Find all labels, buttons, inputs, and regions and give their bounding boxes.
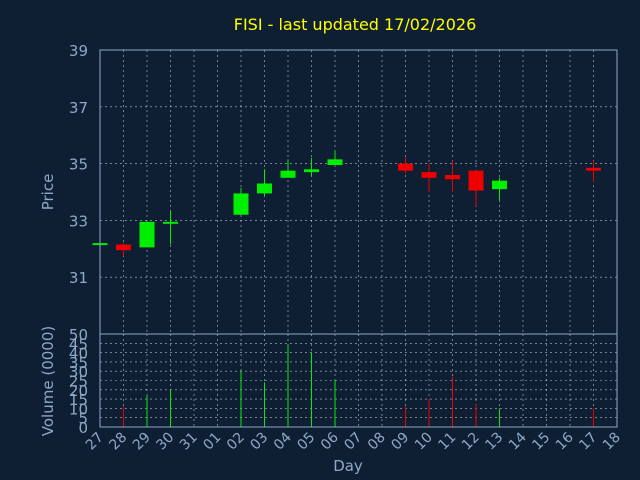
candle-body: [280, 170, 296, 178]
x-tick-label: 30: [153, 430, 177, 454]
candle-body: [139, 221, 155, 248]
x-tick-label: 11: [435, 430, 459, 454]
candle-body: [586, 167, 601, 171]
volume-y-tick-label: 25: [69, 373, 88, 391]
candle-body: [327, 159, 343, 166]
volume-grid: [99, 333, 618, 428]
price-y-tick-label: 35: [69, 156, 88, 174]
price-y-ticks: 39 37 35 33 31: [69, 42, 88, 287]
x-tick-label: 02: [224, 430, 248, 454]
x-tick-label: 04: [271, 429, 295, 453]
volume-y-tick-label: 10: [69, 400, 88, 418]
x-tick-label: 08: [365, 430, 389, 454]
x-tick-label: 28: [106, 430, 130, 454]
x-tick-label: 29: [130, 430, 154, 454]
x-tick-label: 07: [341, 430, 365, 454]
price-y-tick-label: 37: [69, 99, 88, 117]
candle-body: [445, 174, 460, 180]
volume-y-tick-label: 15: [69, 391, 88, 409]
volume-plot-frame: [99, 333, 618, 428]
price-y-tick-label: 39: [69, 42, 88, 60]
x-tick-label: 15: [529, 430, 553, 454]
candle-body: [398, 163, 413, 171]
x-tick-label: 13: [482, 430, 506, 454]
x-tick-label: 10: [412, 430, 436, 454]
x-tick-label: 17: [576, 430, 600, 454]
volume-y-tick-label: 5: [78, 410, 88, 428]
x-tick-label: 16: [553, 429, 577, 453]
candles: [92, 150, 601, 256]
price-grid: [99, 49, 618, 334]
volume-bars: [123, 345, 594, 427]
candle-body: [163, 221, 178, 224]
candle-body: [421, 172, 437, 178]
x-tick-label: 06: [318, 429, 342, 453]
price-axis-label: Price: [39, 174, 57, 211]
volume-y-tick-label: 30: [69, 363, 88, 381]
x-tick-label: 09: [388, 430, 412, 454]
candle-body: [257, 183, 272, 194]
x-tick-label: 31: [177, 430, 201, 454]
volume-axis-label: Volume (0000): [39, 326, 57, 436]
x-tick-label: 03: [247, 430, 271, 454]
price-y-tick-label: 31: [69, 269, 88, 287]
x-tick-label: 14: [506, 429, 530, 453]
candle-body: [492, 180, 507, 190]
x-tick-label: 12: [459, 430, 483, 454]
candle-body: [304, 169, 319, 173]
candle-body: [116, 244, 131, 251]
volume-y-tick-label: 40: [69, 345, 88, 363]
volume-y-tick-label: 0: [78, 419, 88, 437]
price-y-tick-label: 33: [69, 212, 88, 230]
volume-y-tick-label: 35: [69, 354, 88, 372]
candle-body: [468, 170, 484, 191]
volume-y-tick-label: 50: [69, 326, 88, 344]
x-axis-label: Day: [333, 457, 363, 475]
chart-title: FISI - last updated 17/02/2026: [234, 15, 477, 34]
x-tick-label: 05: [294, 430, 318, 454]
x-tick-label: 18: [600, 430, 624, 454]
volume-y-tick-label: 45: [69, 335, 88, 353]
x-tick-label: 01: [200, 430, 224, 454]
volume-y-tick-label: 20: [69, 382, 88, 400]
candle-body: [233, 193, 249, 215]
x-tick-labels: 27 28 29 30 31 01 02 03 04 05 06 07 08 09 10 11 12 13 14 15…: [83, 429, 624, 453]
